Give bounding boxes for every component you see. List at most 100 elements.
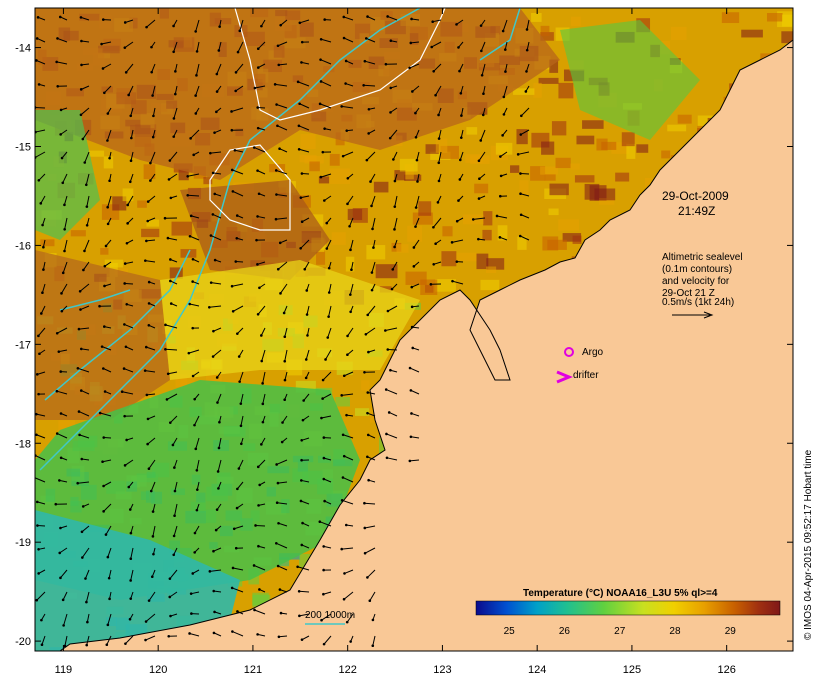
velocity-arrow-head	[300, 40, 304, 44]
sst-pixel	[671, 26, 687, 41]
velocity-arrow-head	[344, 523, 348, 527]
velocity-arrow-head	[319, 175, 323, 179]
velocity-arrow-head	[481, 113, 485, 117]
velocity-arrow-head	[216, 401, 219, 404]
velocity-arrow-head	[79, 347, 83, 351]
sst-pixel	[366, 245, 386, 260]
velocity-arrow-head	[516, 153, 520, 156]
velocity-arrow	[81, 390, 90, 395]
velocity-arrow-head	[304, 358, 308, 361]
velocity-arrow	[37, 37, 46, 43]
velocity-arrow	[280, 19, 288, 26]
velocity-arrow	[78, 327, 90, 330]
velocity-arrow	[147, 217, 156, 222]
velocity-arrow-head	[172, 534, 176, 538]
velocity-arrow	[41, 283, 46, 293]
velocity-arrow-head	[393, 228, 396, 231]
velocity-arrow	[77, 481, 90, 484]
velocity-arrow-head	[211, 213, 215, 216]
velocity-arrow-head	[128, 617, 132, 621]
velocity-arrow	[297, 566, 310, 571]
velocity-arrow-head	[79, 308, 82, 311]
velocity-arrow-head	[194, 447, 198, 451]
velocity-arrow-head	[323, 199, 326, 202]
sst-pixel	[544, 174, 556, 181]
velocity-arrow-head	[366, 411, 369, 415]
velocity-arrow-head	[297, 147, 301, 151]
velocity-arrow-head	[346, 176, 350, 180]
velocity-arrow	[275, 217, 288, 220]
velocity-arrow-head	[408, 66, 411, 70]
velocity-arrow-head	[195, 468, 199, 472]
sst-pixel	[420, 649, 440, 651]
velocity-arrow-head	[370, 271, 374, 274]
velocity-arrow	[148, 591, 156, 601]
velocity-arrow	[342, 477, 354, 483]
velocity-arrow	[213, 547, 222, 552]
velocity-arrow	[240, 393, 244, 404]
velocity-arrow	[320, 81, 332, 87]
velocity-arrow-head	[306, 334, 309, 337]
velocity-arrow-head	[106, 222, 110, 226]
velocity-arrow-head	[349, 640, 352, 643]
velocity-arrow	[364, 547, 376, 554]
velocity-arrow	[232, 305, 244, 312]
sst-pixel	[141, 228, 160, 238]
velocity-arrow-head	[55, 60, 58, 64]
velocity-arrow	[232, 169, 244, 175]
velocity-arrow-head	[408, 366, 412, 370]
velocity-arrow-head	[190, 612, 193, 615]
velocity-arrow	[195, 437, 200, 449]
velocity-arrow-head	[102, 484, 105, 488]
velocity-arrow	[350, 239, 354, 250]
velocity-arrow	[372, 635, 376, 646]
sst-pixel	[677, 114, 692, 124]
lat-tick-label: -16	[15, 240, 31, 252]
velocity-arrow	[299, 19, 310, 24]
velocity-arrow	[389, 129, 398, 139]
sst-pixel	[418, 201, 432, 216]
velocity-arrow	[85, 591, 90, 603]
velocity-arrow-head	[230, 284, 234, 288]
velocity-arrow	[125, 635, 134, 645]
velocity-arrow	[188, 349, 200, 354]
velocity-arrow-head	[100, 345, 104, 348]
velocity-arrow-head	[62, 624, 65, 627]
velocity-arrow-head	[79, 113, 83, 117]
velocity-arrow-head	[457, 199, 460, 202]
velocity-arrow-head	[217, 487, 220, 490]
velocity-arrow-head	[386, 309, 390, 313]
sst-pixel	[465, 154, 483, 163]
velocity-arrow	[320, 173, 332, 178]
velocity-arrow-head	[296, 80, 300, 84]
velocity-arrow-head	[410, 412, 413, 415]
velocity-arrow-head	[152, 114, 155, 118]
velocity-arrow	[103, 503, 112, 512]
velocity-arrow-head	[479, 24, 483, 27]
velocity-arrow	[410, 436, 420, 439]
velocity-arrow-head	[209, 281, 213, 284]
velocity-arrow	[371, 195, 376, 207]
velocity-arrow-head	[195, 74, 198, 77]
velocity-arrow-head	[106, 205, 109, 209]
velocity-arrow-head	[320, 416, 323, 420]
velocity-arrow-head	[39, 202, 43, 205]
velocity-arrow-head	[193, 397, 196, 401]
velocity-arrow	[503, 85, 508, 98]
velocity-arrow-head	[480, 49, 483, 53]
velocity-arrow	[300, 239, 310, 249]
velocity-arrow-head	[256, 263, 259, 266]
lon-tick-label: 126	[717, 664, 735, 676]
velocity-arrow-head	[368, 599, 372, 602]
velocity-arrow-head	[341, 476, 345, 479]
sst-pixel	[407, 225, 423, 242]
lon-tick-label: 124	[528, 664, 546, 676]
velocity-arrow	[278, 63, 288, 66]
velocity-arrow-head	[234, 71, 238, 74]
velocity-arrow-head	[457, 46, 460, 49]
velocity-arrow	[210, 151, 222, 154]
velocity-arrow-head	[345, 129, 349, 132]
sst-pixel	[476, 253, 489, 270]
sst-pixel	[352, 208, 368, 223]
velocity-arrow-head	[256, 169, 259, 172]
